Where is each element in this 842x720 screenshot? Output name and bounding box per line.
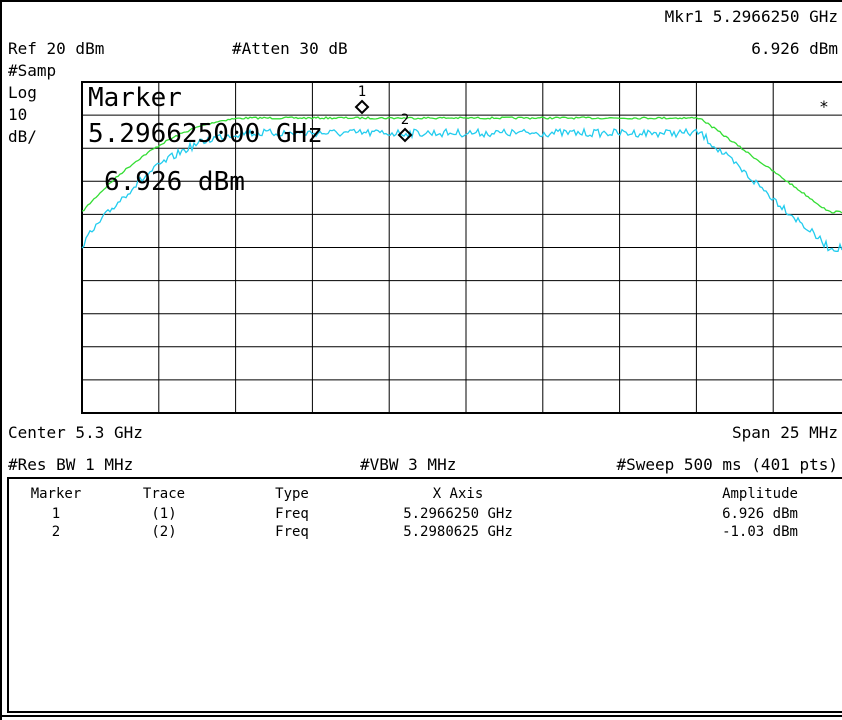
marker-readout: Mkr1 5.2966250 GHz [665, 7, 838, 26]
table-header: Marker [31, 486, 82, 502]
attenuation: #Atten 30 dB [232, 39, 348, 58]
trace-2 [81, 126, 842, 252]
overlay-title: Marker [88, 83, 182, 113]
table-header: X Axis [433, 486, 484, 502]
vbw: #VBW 3 MHz [360, 455, 456, 474]
sweep: #Sweep 500 ms (401 pts) [616, 455, 838, 474]
table-header: Type [275, 486, 309, 502]
side-label: 10 [8, 105, 27, 124]
overlay-amplitude: 6.926 dBm [104, 167, 245, 197]
marker-table: Marker Trace Type X Axis Amplitude 1 (1) Freq 5.… [31, 486, 798, 540]
table-cell: 5.2980625 GHz [403, 524, 513, 540]
table-cell: (2) [151, 524, 176, 540]
marker-2-diamond [397, 127, 413, 143]
table-cell: 6.926 dBm [722, 506, 798, 522]
table-cell: 2 [52, 524, 60, 540]
star: * [819, 97, 829, 116]
table-cell: (1) [151, 506, 176, 522]
side-label: dB/ [8, 127, 37, 146]
ref-level: Ref 20 dBm [8, 39, 104, 58]
overlay-frequency: 5.296625000 GHz [88, 119, 323, 149]
table-cell: Freq [275, 524, 309, 540]
center-freq: Center 5.3 GHz [8, 423, 143, 442]
res-bw: #Res BW 1 MHz [8, 455, 133, 474]
table-header: Amplitude [722, 486, 798, 502]
marker-1-diamond [354, 99, 370, 115]
side-label: #Samp [8, 61, 56, 80]
marker-amplitude: 6.926 dBm [751, 39, 838, 58]
table-cell: 1 [52, 506, 60, 522]
span: Span 25 MHz [732, 423, 838, 442]
side-label: Log [8, 83, 37, 102]
marker-table-box [7, 477, 842, 713]
trace-1 [81, 116, 842, 214]
table-cell: 5.2966250 GHz [403, 506, 513, 522]
marker-2-id: 2 [401, 112, 409, 128]
marker-1-id: 1 [358, 84, 366, 100]
table-cell: -1.03 dBm [722, 524, 798, 540]
table-cell: Freq [275, 506, 309, 522]
table-header: Trace [143, 486, 185, 502]
